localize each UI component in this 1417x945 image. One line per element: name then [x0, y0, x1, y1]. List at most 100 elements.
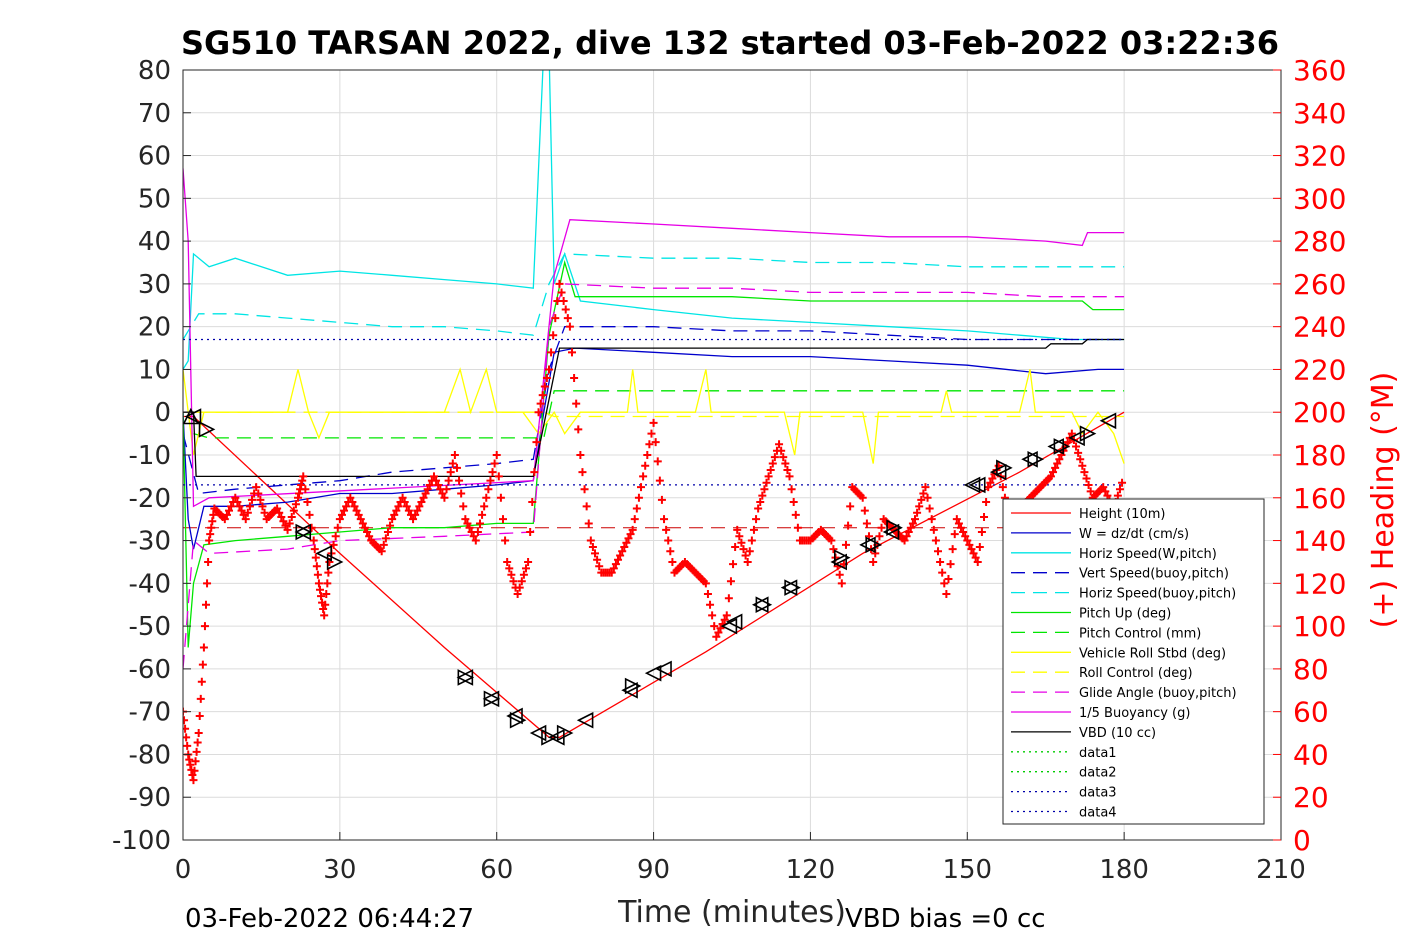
- heading-marker: [315, 585, 324, 594]
- heading-marker: [192, 747, 201, 756]
- heading-marker: [185, 755, 194, 764]
- direction-marker: [624, 677, 642, 695]
- y-tick-label: -30: [129, 527, 171, 557]
- heading-marker: [768, 459, 777, 468]
- y-tick-label: -60: [129, 655, 171, 685]
- heading-marker: [199, 643, 208, 652]
- heading-marker: [902, 532, 911, 541]
- legend-entry: Roll Control (deg): [1079, 666, 1193, 681]
- direction-marker: [506, 707, 523, 725]
- heading-marker: [980, 513, 989, 522]
- heading-marker: [303, 498, 312, 507]
- chart-title: SG510 TARSAN 2022, dive 132 started 03-F…: [181, 24, 1279, 62]
- direction-marker: [780, 579, 798, 596]
- heading-marker: [618, 547, 627, 556]
- heading-marker: [844, 521, 853, 530]
- heading-marker: [574, 425, 583, 434]
- x-axis-ticks: 0 30 60 90 120 150 180 210: [175, 832, 1306, 885]
- heading-marker: [528, 498, 537, 507]
- heading-marker: [324, 568, 333, 577]
- heading-marker: [220, 515, 229, 524]
- heading-marker: [532, 438, 541, 447]
- heading-marker: [938, 568, 947, 577]
- heading-marker: [766, 465, 775, 474]
- heading-marker: [869, 557, 878, 566]
- heading-marker: [946, 560, 955, 569]
- heading-marker: [260, 508, 269, 517]
- heading-marker: [770, 453, 779, 462]
- legend-entry: data3: [1079, 786, 1117, 801]
- y2-tick-label: 320: [1293, 140, 1346, 173]
- heading-marker: [925, 504, 934, 513]
- heading-marker: [929, 525, 938, 534]
- heading-marker: [662, 525, 671, 534]
- heading-marker: [1115, 485, 1124, 494]
- heading-marker: [572, 399, 581, 408]
- heading-marker: [233, 498, 242, 507]
- heading-marker: [783, 465, 792, 474]
- direction-marker: [621, 681, 638, 699]
- direction-marker: [529, 724, 547, 742]
- heading-marker: [519, 570, 528, 579]
- direction-marker: [755, 596, 773, 614]
- heading-marker: [710, 622, 719, 631]
- heading-marker: [360, 523, 369, 532]
- heading-marker: [653, 457, 662, 466]
- heading-marker: [701, 579, 710, 588]
- heading-marker: [758, 491, 767, 500]
- heading-marker: [622, 538, 631, 547]
- heading-marker: [287, 513, 296, 522]
- heading-marker: [829, 545, 838, 554]
- heading-marker: [413, 506, 422, 515]
- heading-marker: [239, 510, 248, 519]
- heading-marker: [582, 502, 591, 511]
- heading-marker: [634, 493, 643, 502]
- heading-marker: [793, 523, 802, 532]
- heading-marker: [722, 611, 731, 620]
- y2-axis-label: (+) Heading (°M): [1366, 372, 1401, 629]
- heading-marker: [448, 459, 457, 468]
- y2-tick-label: 0: [1293, 824, 1311, 857]
- heading-marker: [183, 741, 192, 750]
- heading-marker: [591, 549, 600, 558]
- heading-marker: [322, 590, 331, 599]
- heading-marker: [1074, 448, 1083, 457]
- heading-marker: [321, 600, 330, 609]
- heading-marker: [944, 575, 953, 584]
- direction-marker: [1047, 438, 1064, 455]
- heading-marker: [827, 536, 836, 545]
- heading-marker: [664, 536, 673, 545]
- heading-marker: [752, 515, 761, 524]
- heading-marker: [245, 502, 254, 511]
- heading-marker: [733, 525, 742, 534]
- heading-marker: [388, 515, 397, 524]
- direction-marker: [509, 711, 527, 729]
- x-tick-label: 180: [1099, 855, 1149, 885]
- heading-marker: [222, 510, 231, 519]
- heading-marker: [461, 515, 470, 524]
- y-tick-label: 60: [138, 142, 171, 172]
- heading-marker: [183, 716, 189, 725]
- heading-marker: [559, 297, 568, 305]
- heading-marker: [200, 622, 209, 631]
- heading-marker: [846, 502, 855, 511]
- y2-tick-label: 60: [1293, 696, 1329, 729]
- direction-marker: [644, 664, 662, 682]
- heading-marker: [442, 485, 451, 494]
- heading-marker: [311, 553, 320, 562]
- heading-marker: [789, 498, 798, 507]
- heading-marker: [1063, 438, 1072, 447]
- heading-marker: [1049, 468, 1058, 477]
- heading-marker: [429, 472, 438, 481]
- heading-marker: [542, 374, 551, 382]
- y2-tick-label: 200: [1293, 396, 1346, 429]
- heading-marker: [775, 440, 784, 449]
- footer-timestamp: 03-Feb-2022 06:44:27: [185, 904, 474, 934]
- heading-marker: [252, 483, 261, 492]
- y2-tick-label: 180: [1293, 439, 1346, 472]
- heading-marker: [350, 502, 359, 511]
- heading-marker: [492, 451, 501, 459]
- heading-marker: [959, 528, 968, 536]
- heading-marker: [967, 545, 976, 554]
- heading-marker: [908, 519, 917, 528]
